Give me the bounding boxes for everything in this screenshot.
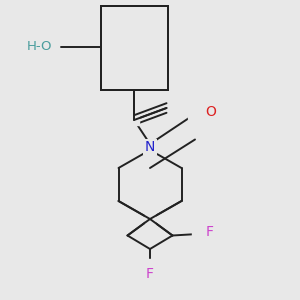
Bar — [144, 259, 156, 269]
Text: F: F — [146, 267, 154, 281]
Bar — [145, 214, 155, 224]
Bar — [188, 109, 202, 119]
Bar — [129, 115, 139, 125]
Text: H-O: H-O — [27, 40, 52, 53]
Text: O: O — [206, 106, 216, 119]
Bar — [143, 142, 157, 152]
Text: F: F — [206, 226, 214, 239]
Text: N: N — [145, 140, 155, 154]
Bar — [192, 229, 204, 239]
